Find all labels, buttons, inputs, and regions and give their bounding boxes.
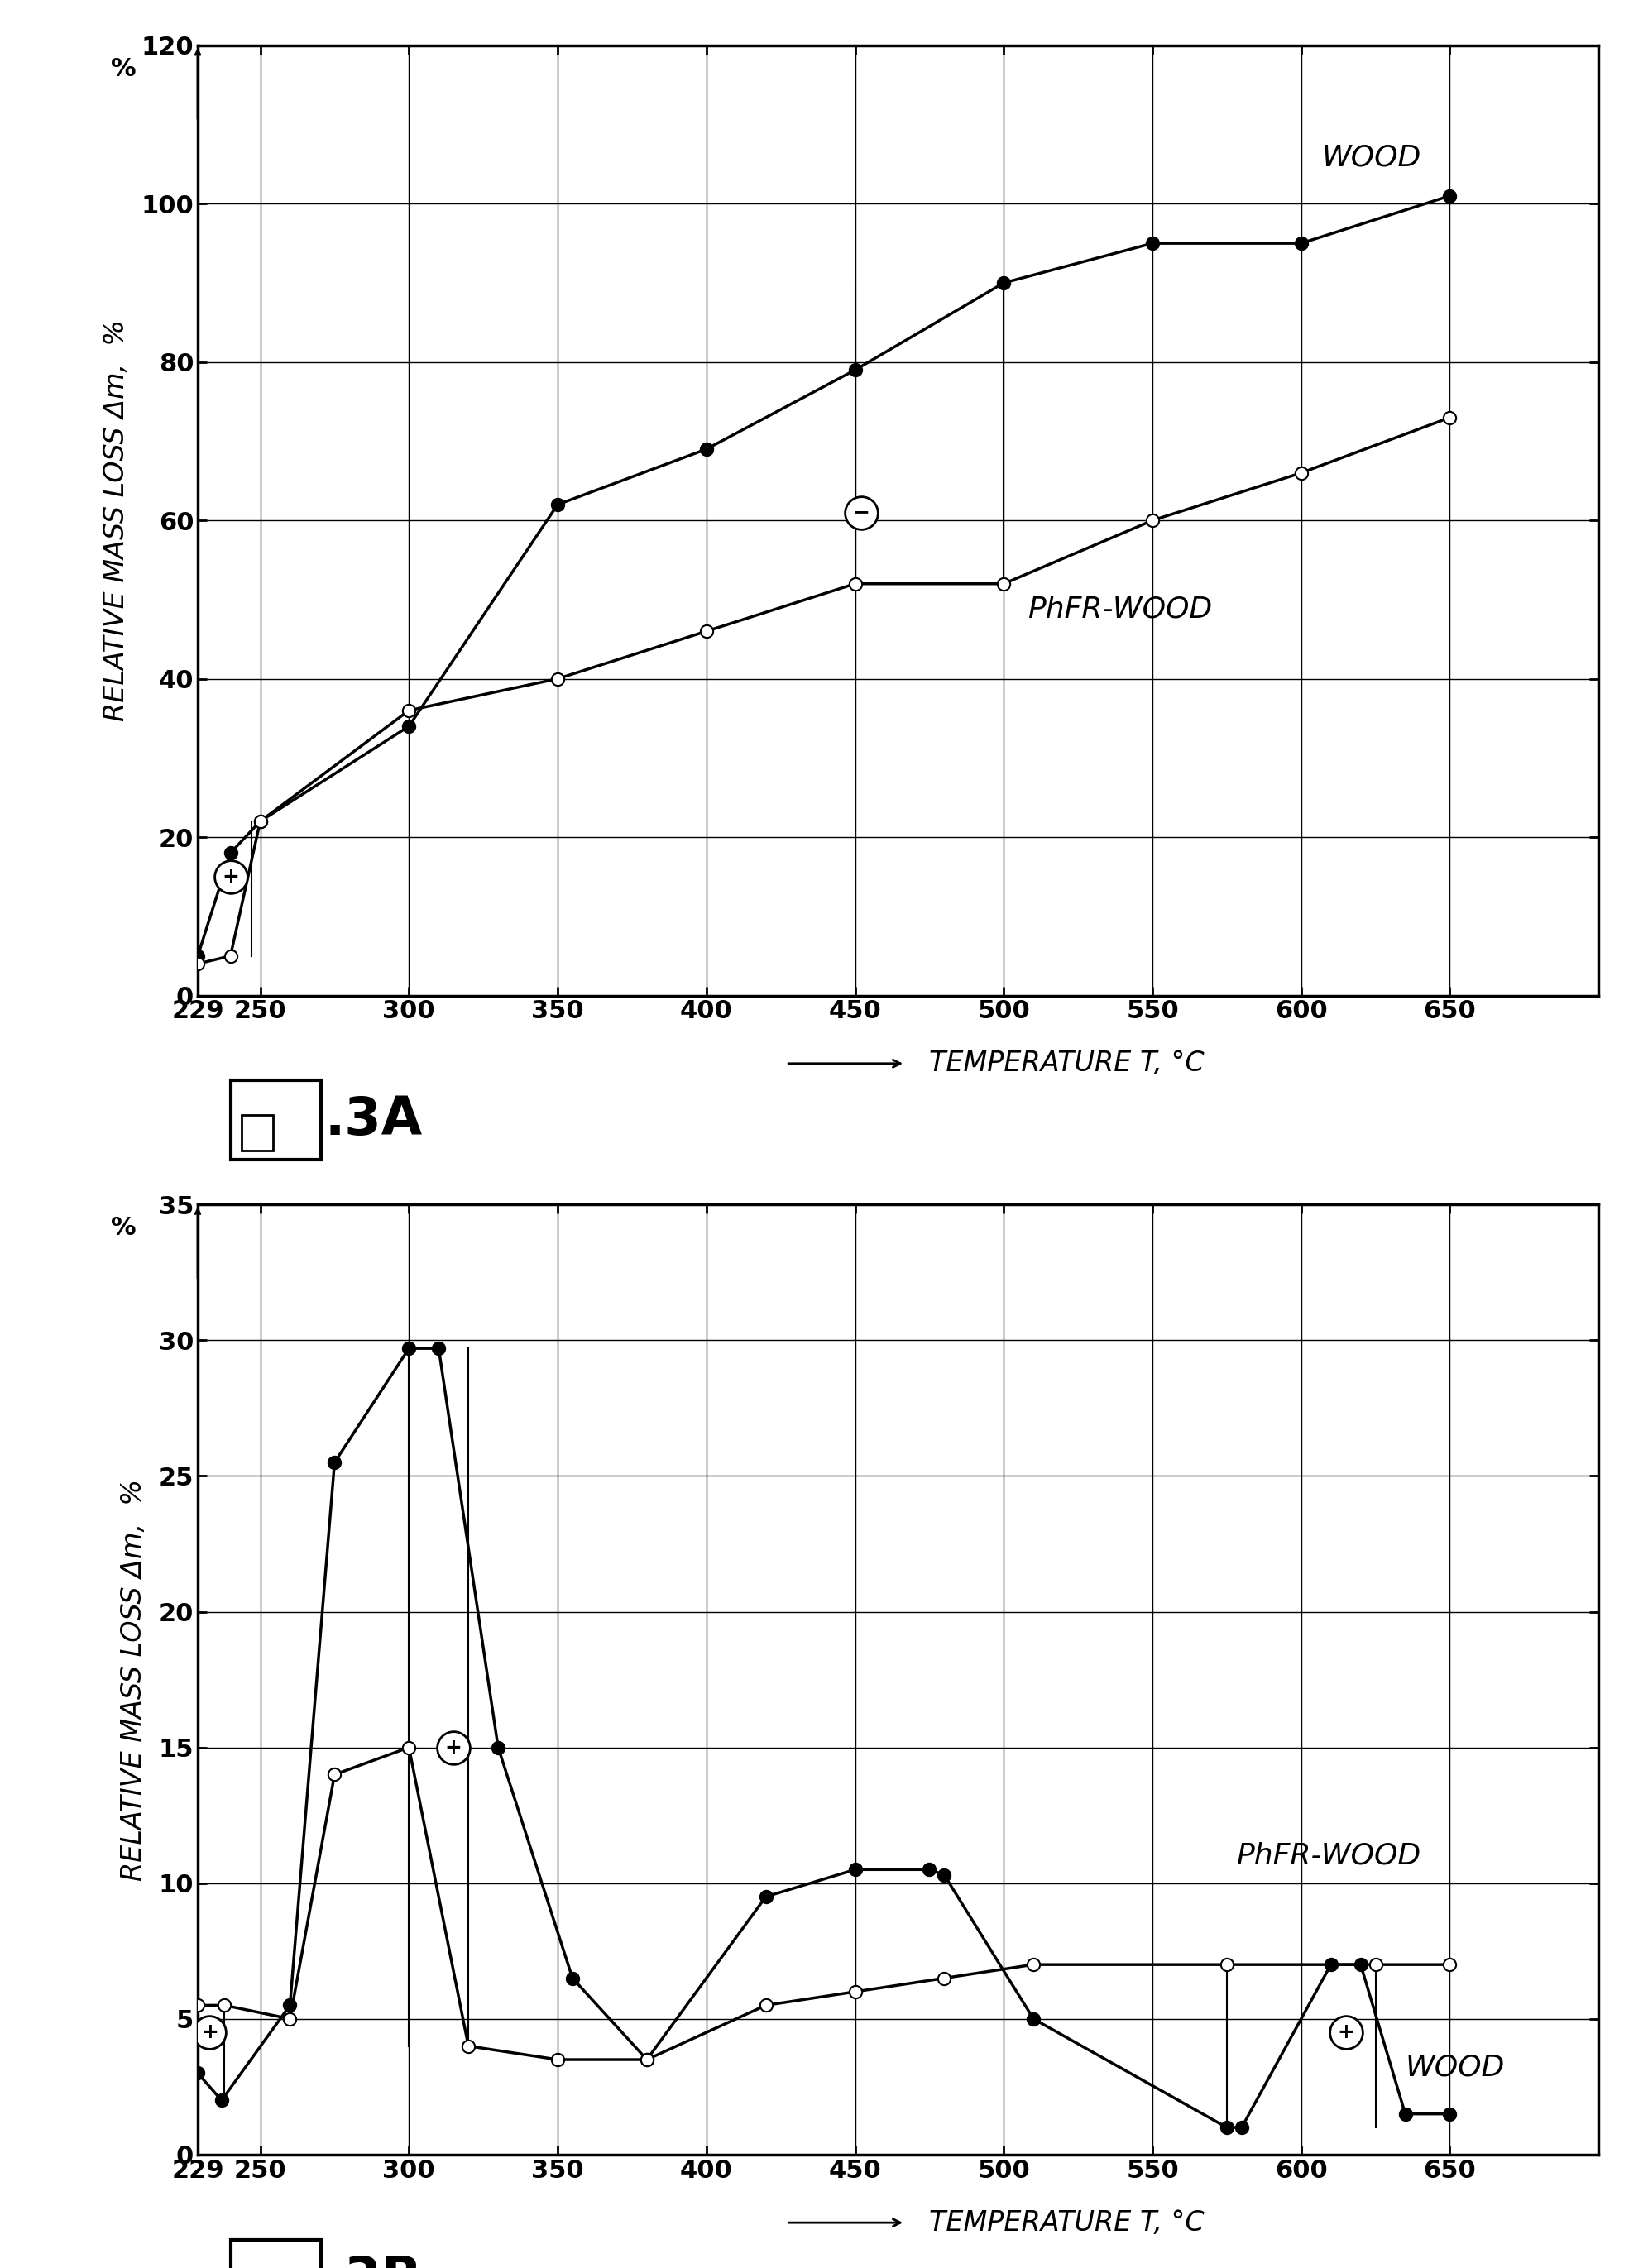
Text: %: % [110,1216,137,1241]
Text: TEMPERATURE T, °C: TEMPERATURE T, °C [929,1050,1203,1077]
Text: −: − [852,503,870,522]
Text: +: + [445,1737,461,1758]
Text: +: + [222,866,239,887]
Text: .3A: .3A [325,1095,422,1145]
Y-axis label: RELATIVE MASS LOSS Δm,  %: RELATIVE MASS LOSS Δm, % [102,320,130,721]
Y-axis label: RELATIVE MASS LOSS Δm,  %: RELATIVE MASS LOSS Δm, % [120,1479,147,1880]
Text: WOOD: WOOD [1406,2053,1505,2082]
Text: %: % [110,57,137,82]
Text: PhFR-WOOD: PhFR-WOOD [1236,1842,1421,1869]
Text: PhFR-WOOD: PhFR-WOOD [1028,594,1213,624]
Text: +: + [201,2023,218,2043]
Text: .3B: .3B [325,2254,422,2268]
Text: +: + [1337,2023,1355,2043]
Text: TEMPERATURE T, °C: TEMPERATURE T, °C [929,2209,1203,2236]
Text: WOOD: WOOD [1322,143,1422,172]
